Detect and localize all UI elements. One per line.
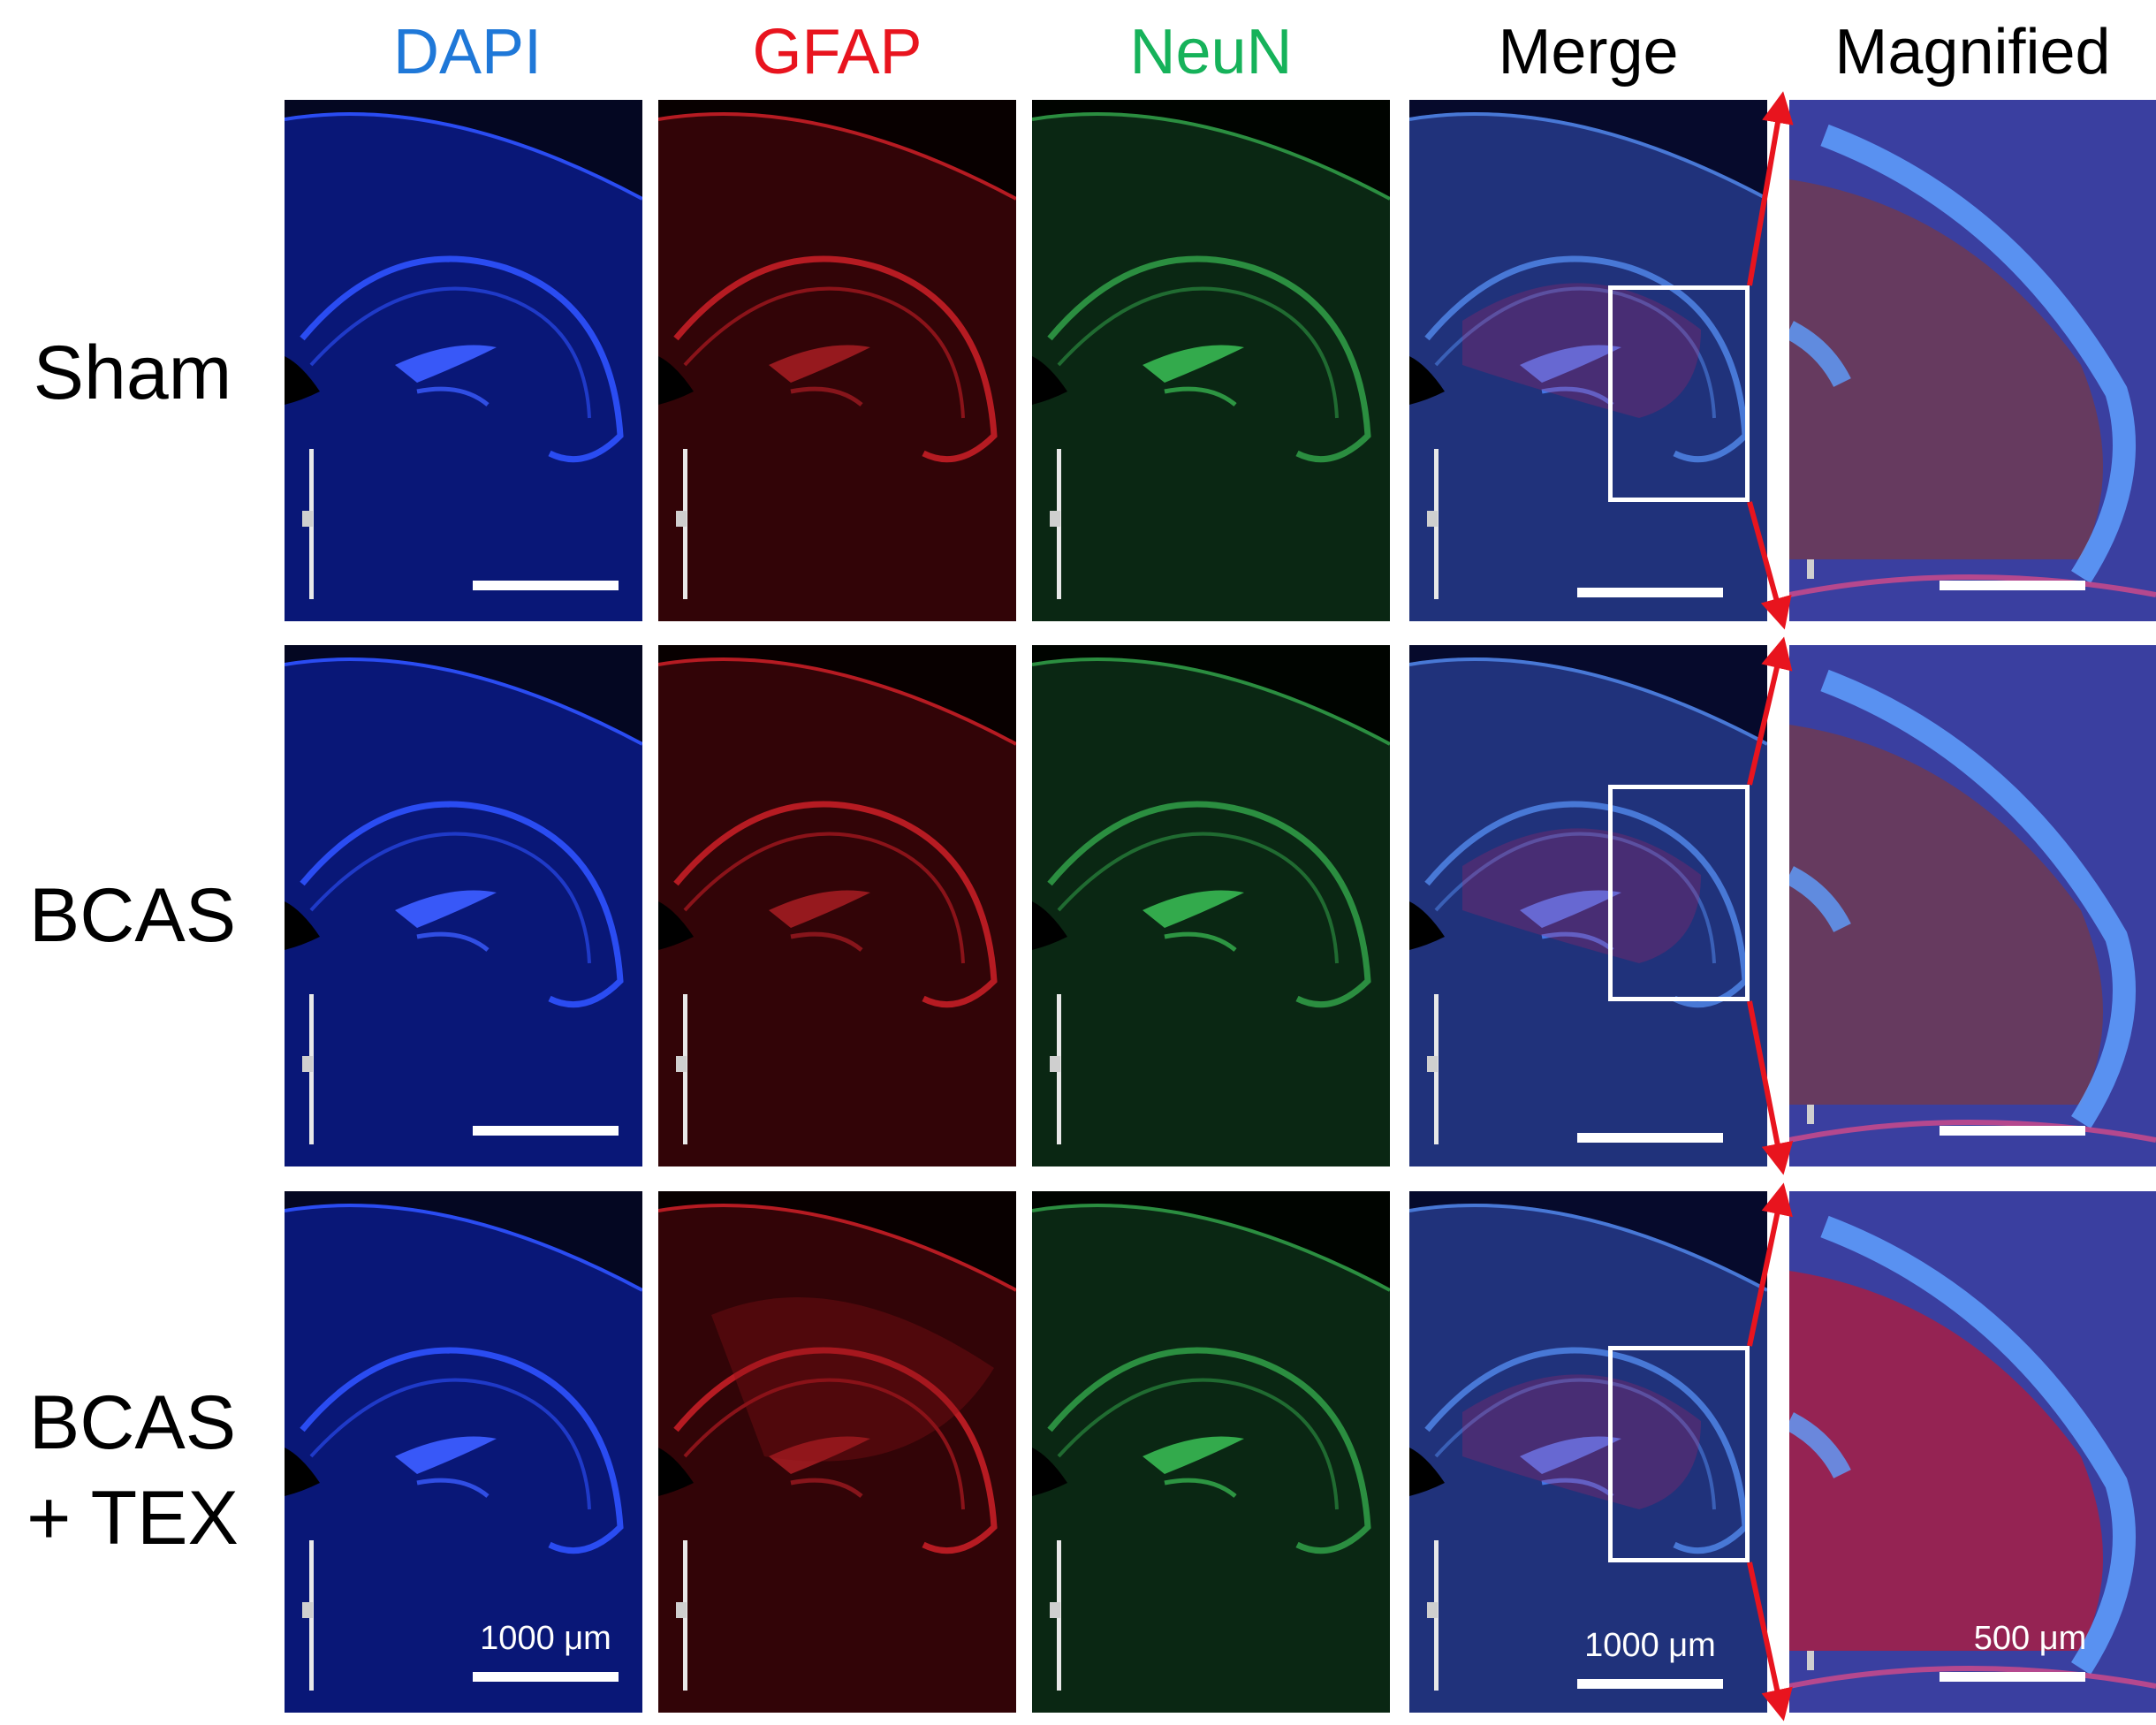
scale-bar-label: 1000 μm: [1584, 1627, 1716, 1664]
vertical-bar-tick: [676, 1056, 687, 1072]
scale-bar: [473, 1672, 619, 1682]
panel-bcas-tex-magnified: 500 μm: [1789, 1191, 2156, 1713]
scale-bar: [1577, 1679, 1723, 1689]
scale-bar: [1940, 1672, 2085, 1682]
panel-bcas-merge: [1409, 645, 1767, 1166]
micrograph-sham-dapi: [285, 112, 642, 621]
vertical-bar-tick: [1050, 1056, 1060, 1072]
row-label-bcas-tex-line2: + TEX: [27, 1476, 239, 1561]
vertical-bar-tick: [1427, 1602, 1438, 1618]
micrograph-bcas-tex-dapi: [285, 1204, 642, 1713]
row-label-bcas: BCAS: [28, 873, 237, 958]
micrograph-sham-gfap: [658, 112, 1016, 621]
vertical-bar-tick: [302, 511, 313, 527]
panel-sham-merge: [1409, 100, 1767, 621]
vertical-bar-tick: [1807, 1105, 1814, 1124]
panel-bcas-tex-gfap: [658, 1191, 1016, 1713]
row-label-bcas-tex: BCAS + TEX: [0, 1375, 265, 1566]
vertical-bar-tick: [1050, 1602, 1060, 1618]
vertical-bar-tick: [1427, 511, 1438, 527]
column-header-dapi: DAPI: [392, 17, 543, 87]
micrograph-bcas-tex-merge: [1409, 1204, 1767, 1713]
vertical-bar-tick: [302, 1056, 313, 1072]
scale-bar: [1577, 1133, 1723, 1143]
panel-sham-gfap: [658, 100, 1016, 621]
scale-bar: [1940, 581, 2085, 590]
vertical-bar-tick: [302, 1602, 313, 1618]
micrograph-sham-neun: [1032, 112, 1390, 621]
panel-bcas-dapi: [285, 645, 642, 1166]
zoom-region-box: [1608, 785, 1750, 1001]
panel-sham-magnified: [1789, 100, 2156, 621]
scale-bar: [473, 581, 619, 590]
vertical-bar-tick: [676, 1602, 687, 1618]
column-header-neun: NeuN: [1129, 17, 1293, 87]
panel-bcas-gfap: [658, 645, 1016, 1166]
micrograph-sham-merge: [1409, 112, 1767, 621]
vertical-bar-tick: [1807, 559, 1814, 579]
zoom-region-box: [1608, 1346, 1750, 1562]
column-header-merge: Merge: [1498, 17, 1679, 87]
vertical-bar-tick: [1427, 1056, 1438, 1072]
column-header-magnified: Magnified: [1834, 17, 2111, 87]
micrograph-bcas-tex-gfap: [658, 1204, 1016, 1713]
vertical-bar-tick: [1050, 511, 1060, 527]
column-header-gfap: GFAP: [752, 17, 922, 87]
panel-sham-dapi: [285, 100, 642, 621]
panel-bcas-tex-dapi: 1000 μm: [285, 1191, 642, 1713]
panel-bcas-neun: [1032, 645, 1390, 1166]
scale-bar: [1577, 588, 1723, 597]
micrograph-bcas-magnified: [1789, 645, 2156, 1166]
micrograph-bcas-tex-neun: [1032, 1204, 1390, 1713]
micrograph-bcas-tex-magnified: [1789, 1191, 2156, 1713]
panel-bcas-tex-merge: 1000 μm: [1409, 1191, 1767, 1713]
panel-bcas-tex-neun: [1032, 1191, 1390, 1713]
scale-bar: [473, 1126, 619, 1136]
zoom-region-box: [1608, 285, 1750, 502]
scale-bar-label: 500 μm: [1973, 1620, 2087, 1657]
panel-bcas-magnified: [1789, 645, 2156, 1166]
row-label-sham: Sham: [33, 331, 232, 415]
panel-sham-neun: [1032, 100, 1390, 621]
micrograph-bcas-neun: [1032, 657, 1390, 1166]
row-label-bcas-tex-line1: BCAS: [28, 1380, 237, 1465]
scale-bar-label: 1000 μm: [480, 1620, 611, 1657]
micrograph-bcas-dapi: [285, 657, 642, 1166]
scale-bar: [1940, 1126, 2085, 1136]
vertical-bar-tick: [1807, 1651, 1814, 1670]
micrograph-sham-magnified: [1789, 100, 2156, 621]
vertical-bar-tick: [676, 511, 687, 527]
micrograph-bcas-gfap: [658, 657, 1016, 1166]
